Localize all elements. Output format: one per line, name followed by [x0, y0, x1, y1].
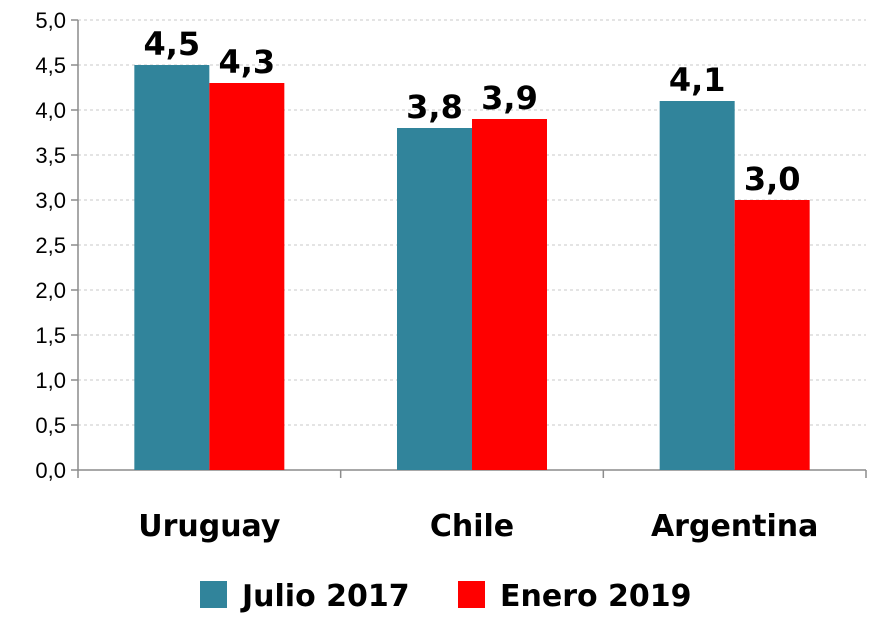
legend-label: Julio 2017 — [240, 579, 410, 614]
x-category-label: Uruguay — [138, 509, 281, 544]
legend: Julio 2017 Enero 2019 — [200, 579, 692, 614]
y-tick-label: 0,0 — [35, 458, 66, 483]
y-tick-label: 1,5 — [35, 323, 66, 348]
legend-swatch-julio-2017 — [200, 581, 227, 608]
data-labels: 4,5 4,3 3,8 3,9 4,1 3,0 — [143, 25, 800, 198]
y-tick-label: 2,5 — [35, 233, 66, 258]
bar-enero-2019-argentina — [734, 200, 810, 470]
y-tick-label: 3,5 — [35, 143, 66, 168]
data-label: 4,3 — [218, 43, 275, 81]
y-tick-label: 4,0 — [35, 98, 66, 123]
x-category-label: Chile — [430, 509, 514, 544]
y-tick-label: 3,0 — [35, 188, 66, 213]
bar-julio-2017-argentina — [659, 101, 735, 470]
data-label: 4,1 — [669, 61, 726, 99]
y-tick-label: 1,0 — [35, 368, 66, 393]
legend-swatch-enero-2019 — [458, 581, 485, 608]
legend-label: Enero 2019 — [500, 579, 692, 614]
bar-enero-2019-uruguay — [209, 83, 285, 470]
data-label: 3,0 — [744, 160, 801, 198]
y-tick-label: 0,5 — [35, 413, 66, 438]
axes: 0,0 0,5 1,0 1,5 2,0 2,5 3,0 3,5 4,0 4,5 5,0 Uruguay… — [35, 8, 867, 544]
data-label: 3,8 — [406, 88, 463, 126]
data-label: 4,5 — [143, 25, 200, 63]
bar-julio-2017-uruguay — [134, 65, 210, 470]
bars — [134, 65, 810, 470]
y-tick-label: 5,0 — [35, 8, 66, 33]
y-tick-label: 2,0 — [35, 278, 66, 303]
x-category-label: Argentina — [651, 509, 818, 544]
bar-julio-2017-chile — [397, 128, 472, 470]
y-tick-label: 4,5 — [35, 53, 66, 78]
bar-enero-2019-chile — [472, 119, 547, 470]
data-label: 3,9 — [481, 79, 538, 117]
